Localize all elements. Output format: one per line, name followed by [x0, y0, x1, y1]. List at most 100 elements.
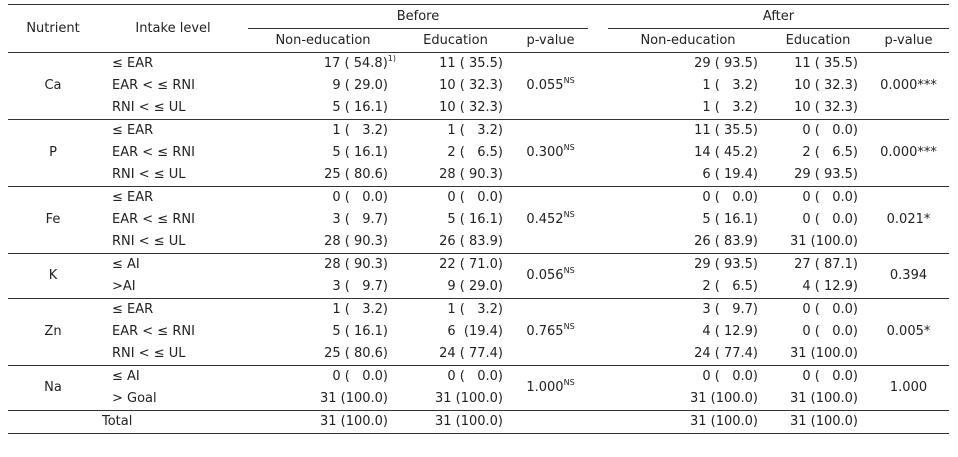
- total-after-p-empty: [868, 410, 949, 434]
- after-education-cell: 27 ( 87.1): [794, 257, 858, 272]
- nutrient-cell: Zn: [8, 298, 98, 366]
- before-non-education-value: 1 ( 3.2): [332, 302, 388, 317]
- before-non-education-cell: 0 ( 0.0): [248, 366, 398, 389]
- header-row-sub: Non-education Education p-value Non-educ…: [8, 28, 949, 53]
- header-after-education: Education: [768, 28, 868, 53]
- before-p-value: 1.000: [526, 380, 564, 395]
- before-education-cell: 0 ( 0.0): [447, 190, 503, 205]
- before-p-value-cell: 0.452NS: [513, 186, 588, 254]
- after-non-education-cell: 0 ( 0.0): [702, 190, 758, 205]
- before-non-education-cell: 31 (100.0): [248, 388, 398, 411]
- header-after: After: [608, 4, 949, 29]
- after-non-education-cell: 29 ( 93.5): [694, 56, 758, 71]
- total-before-education: 31 (100.0): [398, 410, 513, 434]
- after-non-education-cell: 3 ( 9.7): [702, 302, 758, 317]
- before-non-education-value: 9 ( 29.0): [332, 78, 388, 93]
- intake-level-cell: RNI < ≤ UL: [98, 164, 248, 187]
- before-non-education-value: 3 ( 9.7): [332, 279, 388, 294]
- header-before-education: Education: [398, 28, 513, 53]
- nutrient-cell: P: [8, 119, 98, 187]
- table-row: RNI < ≤ UL 25 ( 80.6) 24 ( 77.4) 24 ( 77.4)…: [8, 343, 949, 366]
- before-non-education-value: 5 ( 16.1): [332, 324, 388, 339]
- before-education-cell: 24 ( 77.4): [398, 343, 513, 366]
- intake-level-cell: ≤ AI: [112, 369, 140, 384]
- total-after-education: 31 (100.0): [768, 410, 868, 434]
- before-education-cell: 0 ( 0.0): [447, 369, 503, 384]
- before-non-education-value: 0 ( 0.0): [332, 190, 388, 205]
- after-education-cell: 0 ( 0.0): [802, 190, 858, 205]
- before-non-education-value: 25 ( 80.6): [324, 346, 388, 361]
- intake-level-cell: RNI < ≤ UL: [98, 231, 248, 254]
- intake-level-cell: EAR < ≤ RNI: [112, 78, 195, 93]
- after-p-value-cell: 0.005*: [868, 298, 949, 366]
- header-after-p-value: p-value: [868, 28, 949, 53]
- ns-marker: NS: [563, 322, 575, 331]
- intake-level-cell: ≤ AI: [112, 257, 140, 272]
- before-non-education-value: 1 ( 3.2): [332, 123, 388, 138]
- before-non-education-cell: 3 ( 9.7): [248, 209, 398, 231]
- after-education-cell: 0 ( 0.0): [802, 123, 858, 138]
- after-education-cell: 10 ( 32.3): [794, 78, 858, 93]
- nutrient-intake-table: Nutrient Intake level Before After Non-e…: [8, 4, 949, 434]
- intake-level-cell: ≤ EAR: [112, 56, 154, 71]
- before-education-cell: 5 ( 16.1): [447, 212, 503, 227]
- before-non-education-cell: 5 ( 16.1): [248, 97, 398, 120]
- intake-level-cell: ≤ EAR: [112, 123, 154, 138]
- before-education-cell: 9 ( 29.0): [398, 276, 513, 299]
- before-education-cell: 2 ( 6.5): [447, 145, 503, 160]
- after-non-education-cell: 11 ( 35.5): [694, 123, 758, 138]
- table-row: Na ≤ AI 0 ( 0.0) 0 ( 0.0) 1.000NS 0 ( 0.0) 0 (…: [8, 365, 949, 411]
- after-p-value-cell: 1.000: [868, 365, 949, 411]
- intake-level-cell: > Goal: [98, 388, 248, 411]
- before-p-value: 0.452: [526, 212, 564, 227]
- intake-level-cell: ≤ EAR: [112, 302, 154, 317]
- after-education-cell: 0 ( 0.0): [802, 302, 858, 317]
- total-before-non-education: 31 (100.0): [248, 410, 398, 434]
- after-p-value: 0.021*: [886, 212, 931, 227]
- gap-cell: [588, 186, 608, 254]
- before-non-education-value: 5 ( 16.1): [332, 100, 388, 115]
- nutrient-cell: Na: [8, 365, 98, 411]
- nutrient-cell: Ca: [8, 52, 98, 120]
- intake-level-cell: EAR < ≤ RNI: [112, 324, 195, 339]
- before-non-education-cell: 5 ( 16.1): [248, 321, 398, 343]
- after-non-education-cell: 26 ( 83.9): [608, 231, 768, 254]
- before-non-education-value: 31 (100.0): [319, 391, 388, 406]
- after-p-value-cell: 0.000***: [868, 52, 949, 120]
- before-p-value-cell: 1.000NS: [513, 365, 588, 411]
- after-non-education-cell: 6 ( 19.4): [608, 164, 768, 187]
- before-non-education-value: 28 ( 90.3): [324, 257, 388, 272]
- before-education-cell: 1 ( 3.2): [447, 123, 503, 138]
- table-row: RNI < ≤ UL 28 ( 90.3) 26 ( 83.9) 26 ( 83.9)…: [8, 231, 949, 254]
- after-education-cell: 11 ( 35.5): [794, 56, 858, 71]
- before-non-education-cell: 9 ( 29.0): [248, 75, 398, 97]
- before-non-education-cell: 1 ( 3.2): [248, 120, 398, 143]
- header-after-non-education: Non-education: [608, 28, 768, 53]
- header-gap-sub: [588, 28, 608, 53]
- before-non-education-cell: 5 ( 16.1): [248, 142, 398, 164]
- intake-level-cell: EAR < ≤ RNI: [112, 145, 195, 160]
- table-row: EAR < ≤ RNI 5 ( 16.1) 2 ( 6.5) 14 ( 45.2) 2 …: [8, 142, 949, 164]
- after-education-cell: 31 (100.0): [768, 343, 868, 366]
- before-non-education-value: 5 ( 16.1): [332, 145, 388, 160]
- header-before: Before: [248, 4, 588, 29]
- after-non-education-cell: 4 ( 12.9): [702, 324, 758, 339]
- before-p-value-cell: 0.055NS: [513, 52, 588, 120]
- ns-marker: NS: [563, 76, 575, 85]
- gap-cell: [588, 119, 608, 187]
- header-nutrient: Nutrient: [8, 4, 98, 53]
- total-gap: [588, 410, 608, 434]
- table-row: Fe ≤ EAR 0 ( 0.0) 0 ( 0.0) 0.452NS 0 ( 0.0) 0 …: [8, 186, 949, 254]
- header-row-top: Nutrient Intake level Before After: [8, 4, 949, 53]
- ns-marker: NS: [563, 143, 575, 152]
- after-non-education-cell: 5 ( 16.1): [702, 212, 758, 227]
- header-intake-level: Intake level: [98, 4, 248, 53]
- intake-level-cell: EAR < ≤ RNI: [112, 212, 195, 227]
- total-label: Total: [98, 410, 248, 434]
- after-education-cell: 0 ( 0.0): [802, 212, 858, 227]
- gap-cell: [588, 365, 608, 411]
- total-empty-cell: [8, 410, 98, 434]
- after-p-value-cell: 0.021*: [868, 186, 949, 254]
- intake-level-cell: RNI < ≤ UL: [98, 343, 248, 366]
- table-row: K ≤ AI 28 ( 90.3) 22 ( 71.0) 0.056NS 29 ( 93.…: [8, 253, 949, 299]
